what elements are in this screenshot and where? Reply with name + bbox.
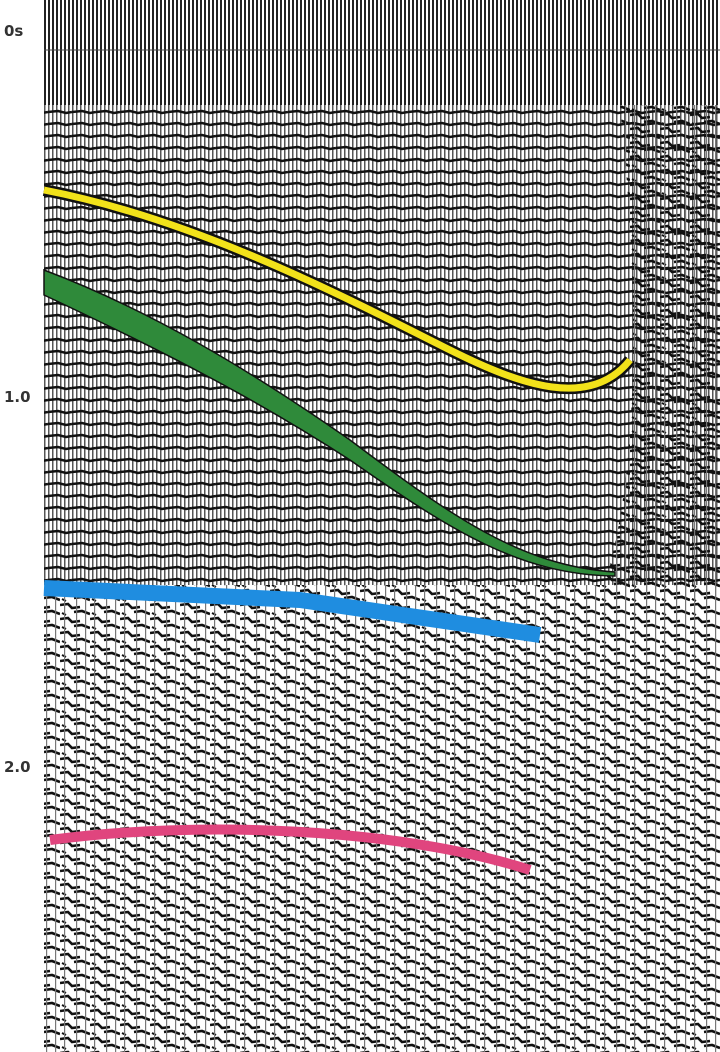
seismic-figure: 0s 1.0 2.0 — [0, 0, 720, 1052]
time-label: 0s — [4, 22, 23, 40]
seismic-section — [0, 0, 720, 1052]
trace-header — [44, 0, 720, 105]
time-label: 2.0 — [4, 758, 31, 776]
seismic-lower — [44, 585, 720, 1052]
time-label: 1.0 — [4, 388, 31, 406]
